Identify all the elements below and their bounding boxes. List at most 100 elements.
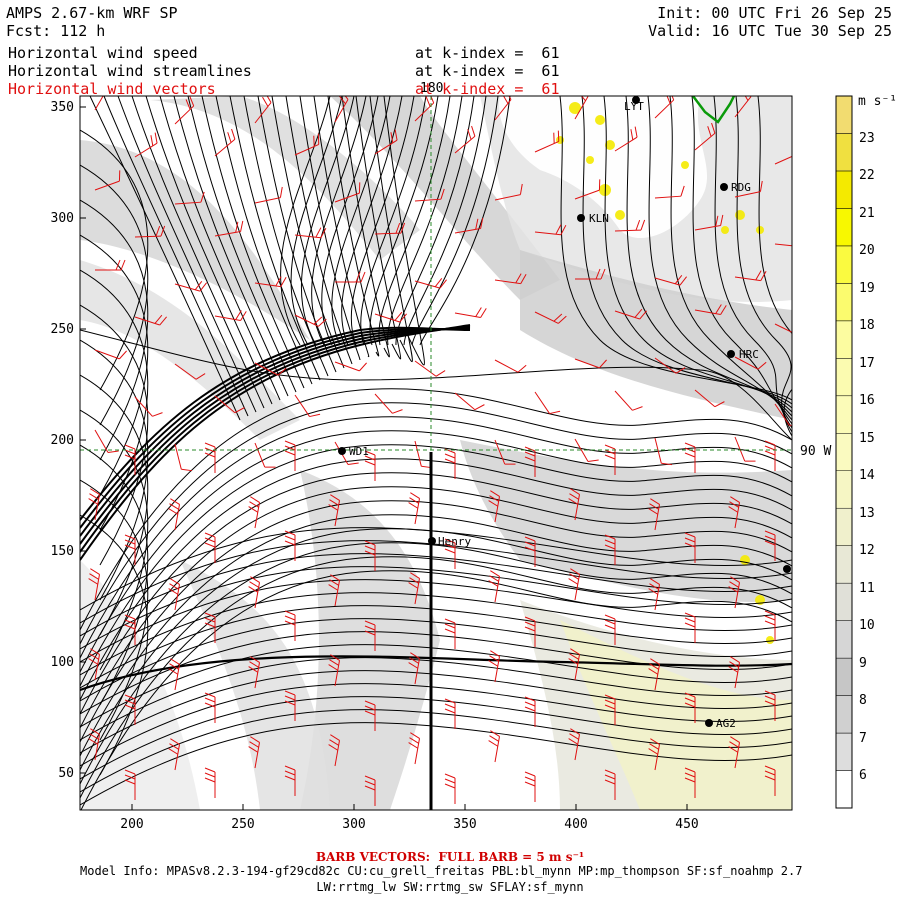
streamline [80, 683, 792, 767]
wind-barb [494, 273, 527, 285]
colorbar-label: 15 [859, 431, 875, 446]
streamline [80, 199, 149, 461]
wind-barb [124, 614, 136, 645]
x-tick-label: 300 [342, 817, 365, 832]
station-label: KLN [589, 212, 609, 225]
wind-barb [364, 620, 376, 651]
colorbar-bin [835, 320, 853, 359]
wind-barb [214, 128, 236, 157]
wind-barb [728, 576, 741, 609]
field-level-streamlines: at k-index = 61 [415, 62, 560, 80]
x-tick-label: 400 [564, 817, 587, 832]
streamline [271, 96, 345, 369]
station-label: AG2 [716, 717, 736, 730]
wind-barb [214, 395, 245, 414]
wind-barb [454, 125, 476, 154]
wind-barb [124, 694, 136, 725]
wind-barb [134, 396, 163, 417]
model-info-physics: LW:rrtmg_lw SW:rrtmg_sw SFLAY:sf_mynn [316, 880, 584, 894]
y-tick-label: 250 [51, 322, 74, 337]
colorbar-label: 19 [859, 281, 875, 296]
station-marker [705, 719, 713, 727]
streamline [80, 409, 149, 671]
wind-barb [764, 690, 776, 721]
wind-barb [284, 765, 296, 796]
wind-barbs [88, 96, 792, 806]
wind-barb [328, 734, 341, 767]
wind-barb [694, 214, 724, 231]
wind-barb [94, 96, 109, 111]
high-speed-spot [681, 161, 689, 169]
streamline [145, 96, 273, 405]
model-title: AMPS 2.67-km WRF SP [6, 4, 178, 22]
x-axis: 200 250 300 350 400 450 [120, 804, 699, 832]
x-tick-label: 350 [453, 817, 476, 832]
wind-barb [728, 736, 741, 769]
streamline [691, 96, 792, 425]
streamline [80, 402, 792, 645]
streamline [80, 514, 792, 757]
wind-barb [174, 443, 193, 472]
wind-barb [654, 96, 675, 119]
colorbar-bin [835, 358, 853, 397]
colorbar-units: m s⁻¹ [858, 94, 897, 109]
streamline [80, 553, 792, 637]
wind-barb [524, 616, 536, 647]
wind-barb [94, 170, 121, 191]
streamline [321, 96, 379, 346]
wind-barb [214, 220, 244, 237]
colorbar-frame [835, 95, 853, 809]
wind-barb [168, 738, 181, 771]
colorbar-bin [835, 545, 853, 584]
wind-barb [204, 612, 216, 643]
streamline [378, 96, 451, 346]
colorbar-label: 6 [859, 768, 867, 783]
x-tick-label: 450 [675, 817, 698, 832]
colorbar-label: 22 [859, 168, 875, 183]
streamline [80, 592, 792, 676]
streamline [80, 458, 792, 701]
wind-barb [534, 391, 561, 415]
streamline [285, 96, 353, 365]
colorbar-label: 9 [859, 656, 867, 671]
station-kln: KLN [577, 212, 609, 225]
wind-barb [414, 277, 447, 289]
high-speed-spot [556, 136, 564, 144]
wind-barb [494, 96, 512, 121]
streamline [80, 304, 149, 566]
streamline [331, 96, 391, 346]
speed-shade-patch [560, 620, 792, 810]
colorbar-label: 16 [859, 393, 875, 408]
wind-barb [254, 362, 287, 376]
wind-barb [248, 576, 261, 609]
wind-barb [334, 361, 367, 372]
high-speed-spot [756, 226, 764, 234]
wind-barb [174, 363, 206, 380]
streamline [80, 631, 792, 715]
high-speed-spot [569, 102, 581, 114]
colorbar-label: 18 [859, 318, 875, 333]
streamline [80, 164, 149, 426]
streamline [669, 96, 792, 421]
wind-barb [488, 650, 501, 683]
wind-barb [124, 534, 136, 565]
station-label: HRC [739, 348, 759, 361]
wind-barb [174, 280, 207, 292]
ice-shelf-region [499, 96, 708, 239]
streamline [80, 722, 792, 806]
wind-barb [494, 359, 527, 373]
wind-barb [174, 191, 205, 205]
wind-barb [494, 183, 523, 201]
colorbar: m s⁻¹ 23 22 21 20 19 18 17 16 15 14 13 1… [835, 94, 897, 809]
colorbar-bin [835, 170, 853, 209]
colorbar-bin [835, 395, 853, 434]
wind-barb [648, 498, 661, 531]
wind-barb [364, 540, 376, 571]
high-speed-spot [735, 210, 745, 220]
colorbar-labels: 23 22 21 20 19 18 17 16 15 14 13 12 11 1… [859, 131, 875, 783]
wind-barb [575, 268, 606, 280]
speed-shade-patch [460, 440, 792, 602]
streamline [313, 96, 370, 358]
wind-barb [134, 132, 158, 158]
streamline [280, 96, 331, 346]
